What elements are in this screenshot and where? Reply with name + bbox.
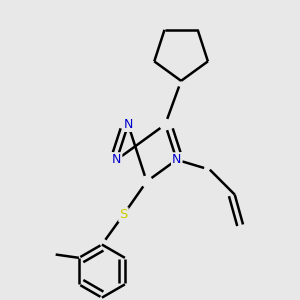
Text: S: S [119, 208, 128, 221]
Text: N: N [112, 153, 122, 166]
Text: N: N [124, 118, 133, 131]
Text: N: N [172, 153, 181, 166]
